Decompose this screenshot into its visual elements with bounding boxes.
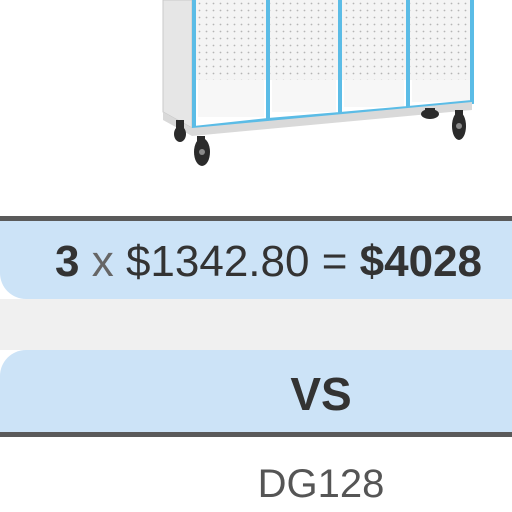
bottom-divider [0,432,512,437]
product-code: DG128 [257,462,385,506]
price-band [0,221,512,299]
cabinet-illustration [162,0,474,166]
top-divider [0,216,512,221]
equals-sign: = [321,237,348,286]
price-calculation: 3 x $1342.80 = $4028 [55,236,482,288]
vs-label: VS [290,368,352,420]
multiply-sign: x [91,237,114,286]
product-image [0,0,512,200]
vs-band [0,350,512,432]
quantity: 3 [55,237,80,286]
unit-price: $1342.80 [125,237,310,286]
band-gap [0,299,512,350]
total-price: $4028 [359,237,483,286]
